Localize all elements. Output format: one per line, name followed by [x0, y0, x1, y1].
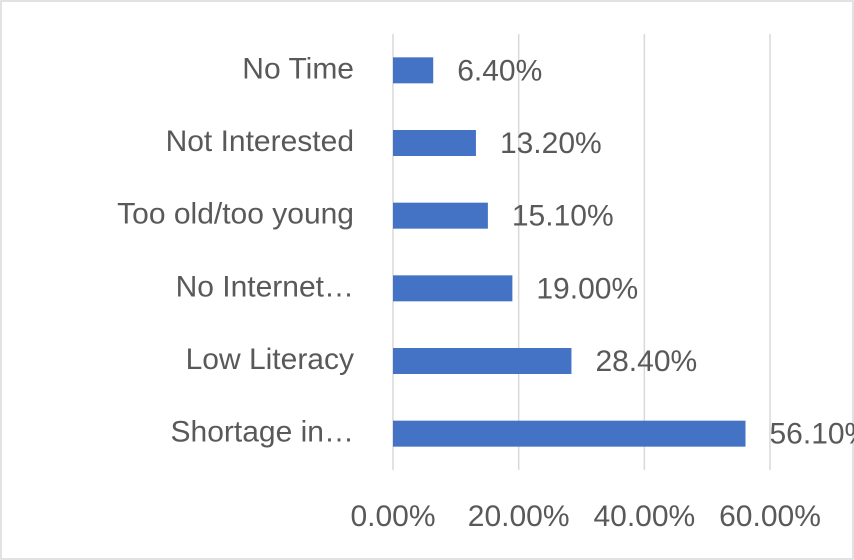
y-tick-label: Shortage in… — [171, 416, 354, 449]
value-label: 15.10% — [512, 200, 614, 233]
y-tick-label: No Time — [242, 52, 354, 85]
x-tick-label: 60.00% — [719, 500, 821, 533]
y-tick-label: No Internet… — [176, 270, 354, 303]
bar — [393, 348, 572, 374]
y-tick-label: Too old/too young — [117, 198, 354, 231]
value-label: 28.40% — [595, 345, 697, 378]
bar — [393, 57, 434, 84]
bar — [393, 275, 513, 302]
y-tick-label: Low Literacy — [186, 343, 354, 376]
x-tick-label: 40.00% — [593, 500, 695, 533]
bar — [393, 420, 746, 447]
x-tick-label: 20.00% — [468, 500, 570, 533]
bar — [393, 202, 488, 229]
y-tick-label: Not Interested — [166, 125, 354, 158]
bar — [393, 130, 476, 156]
value-label: 56.10% — [769, 418, 854, 451]
value-label: 6.40% — [457, 54, 542, 87]
x-tick-label: 0.00% — [350, 500, 435, 533]
value-label: 13.20% — [500, 127, 602, 160]
value-label: 19.00% — [536, 272, 638, 305]
